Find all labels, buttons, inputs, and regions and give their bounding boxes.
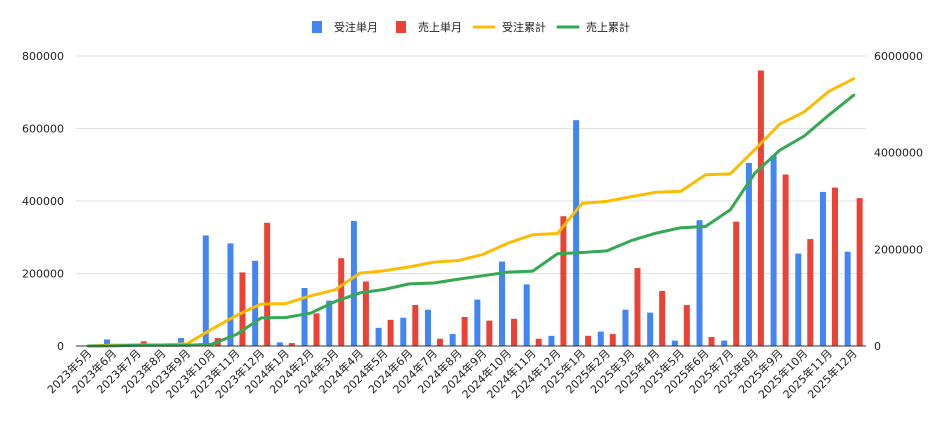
bar-sales-monthly <box>634 268 641 346</box>
y-right-tick-label: 4000000 <box>874 147 923 160</box>
y-left-tick-label: 0 <box>57 340 64 353</box>
y-left-tick-label: 200000 <box>22 268 64 281</box>
legend-label: 売上累計 <box>586 20 630 34</box>
bar-sales-monthly <box>733 221 740 346</box>
bar-sales-monthly <box>782 174 789 346</box>
bar-orders-monthly <box>795 253 802 346</box>
bar-orders-monthly <box>474 299 481 346</box>
x-axis: 2023年5月2023年6月2023年7月2023年8月2023年9月2023年… <box>44 345 866 401</box>
bar-orders-monthly <box>499 261 506 346</box>
bar-sales-monthly <box>609 334 616 346</box>
bar-sales-monthly <box>659 290 666 346</box>
y-axis-right: 0 2000000 4000000 6000000 <box>874 50 923 353</box>
bar-orders-monthly <box>745 162 752 346</box>
bar-series <box>104 70 863 346</box>
y-right-tick-label: 0 <box>874 340 881 353</box>
legend-item: 売上単月 <box>396 20 462 34</box>
bar-orders-monthly <box>696 220 703 346</box>
bar-sales-monthly <box>461 317 468 346</box>
bar-sales-monthly <box>313 313 320 346</box>
bar-orders-monthly <box>202 235 209 346</box>
bar-sales-monthly <box>387 319 394 346</box>
bar-orders-monthly <box>276 342 283 346</box>
bar-orders-monthly <box>400 317 407 346</box>
bar-sales-monthly <box>511 318 518 346</box>
bar-orders-monthly <box>721 340 728 346</box>
bar-orders-monthly <box>622 309 629 346</box>
bar-sales-monthly <box>683 305 690 346</box>
bar-orders-monthly <box>178 338 185 346</box>
bar-sales-monthly <box>486 320 493 346</box>
y-axis-left: 0 200000 400000 600000 800000 <box>22 50 64 353</box>
bar-orders-monthly <box>350 220 357 346</box>
bar-orders-monthly <box>770 155 777 346</box>
bar-orders-monthly <box>424 309 431 346</box>
bar-sales-monthly <box>807 239 814 346</box>
bar-orders-monthly <box>573 120 580 346</box>
bar-sales-monthly <box>585 335 592 346</box>
bar-orders-monthly <box>647 312 654 346</box>
line-orders-cumulative <box>86 77 856 348</box>
bar-orders-monthly <box>375 327 382 346</box>
bar-orders-monthly <box>597 331 604 346</box>
bar-sales-monthly <box>362 281 369 346</box>
bar-sales-monthly <box>757 70 764 346</box>
bar-sales-monthly <box>264 222 271 346</box>
legend-label: 売上単月 <box>418 20 462 34</box>
bar-sales-monthly <box>436 338 443 346</box>
bar-orders-monthly <box>548 335 555 346</box>
bar-orders-monthly <box>104 339 111 346</box>
bar-sales-monthly <box>831 187 838 346</box>
legend-item: 受注累計 <box>472 20 546 34</box>
y-left-tick-label: 600000 <box>22 123 64 136</box>
bar-orders-monthly <box>326 300 333 346</box>
bar-sales-monthly <box>856 198 863 346</box>
bar-sales-monthly <box>535 338 542 346</box>
bar-orders-monthly <box>252 260 259 346</box>
bar-sales-monthly <box>288 343 295 346</box>
bar-sales-monthly <box>708 336 715 346</box>
y-left-tick-label: 800000 <box>22 50 64 63</box>
legend-item: 売上累計 <box>556 20 630 34</box>
bar-orders-monthly <box>671 340 678 346</box>
legend: 受注単月 売上単月 受注累計 売上累計 <box>312 20 630 34</box>
bar-orders-monthly <box>819 191 826 346</box>
bar-orders-monthly <box>523 284 530 346</box>
bar-orders-monthly <box>844 251 851 346</box>
legend-swatch <box>312 21 322 33</box>
line-sales-cumulative <box>86 93 856 348</box>
legend-item: 受注単月 <box>312 20 378 34</box>
bar-orders-monthly <box>301 288 308 346</box>
y-left-tick-label: 400000 <box>22 195 64 208</box>
y-right-tick-label: 6000000 <box>874 50 923 63</box>
bar-sales-monthly <box>412 305 419 346</box>
bar-orders-monthly <box>227 243 234 346</box>
legend-swatch <box>396 21 406 33</box>
legend-label: 受注単月 <box>334 20 378 34</box>
bar-sales-monthly <box>338 258 345 346</box>
bar-sales-monthly <box>560 216 567 346</box>
bar-sales-monthly <box>239 272 246 346</box>
legend-label: 受注累計 <box>502 20 546 34</box>
bar-orders-monthly <box>449 334 456 346</box>
y-right-tick-label: 2000000 <box>874 243 923 256</box>
line-series <box>86 77 856 348</box>
